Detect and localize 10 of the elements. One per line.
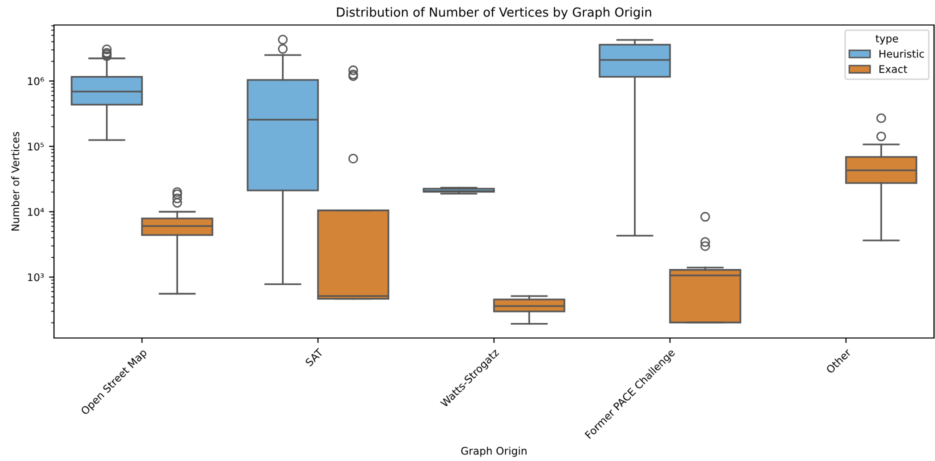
y-tick-label: 10⁶ [28,77,44,86]
y-tick-label: 10³ [28,273,44,282]
legend-title: type [876,34,898,44]
legend-label: Heuristic [879,50,924,58]
x-axis-title: Graph Origin [461,446,526,457]
y-tick-label: 10⁴ [28,208,44,216]
y-axis-title: Number of Vertices [11,132,20,231]
legend-label: Exact [879,65,908,74]
chart-title: Distribution of Number of Vertices by Graph Origin [337,7,652,20]
y-tick-label: 10⁵ [28,142,44,150]
